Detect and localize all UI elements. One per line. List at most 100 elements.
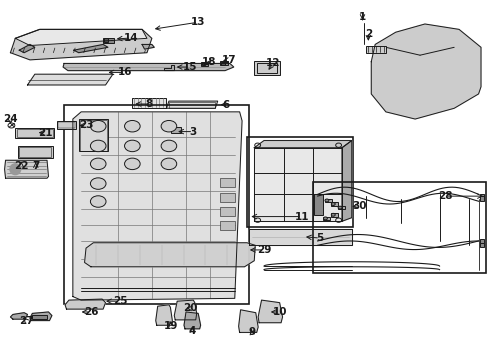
Polygon shape [74, 44, 108, 53]
Circle shape [161, 158, 176, 170]
Polygon shape [249, 229, 351, 244]
Circle shape [337, 206, 341, 209]
Text: 29: 29 [256, 245, 271, 255]
Text: 20: 20 [183, 303, 198, 314]
Polygon shape [254, 148, 341, 221]
Polygon shape [15, 30, 147, 45]
Circle shape [90, 178, 106, 189]
Bar [312, 182, 485, 273]
Polygon shape [258, 300, 282, 323]
Text: 2: 2 [364, 29, 371, 39]
Text: 12: 12 [265, 58, 280, 68]
Text: 5: 5 [316, 233, 323, 243]
Text: 26: 26 [83, 307, 98, 317]
Polygon shape [370, 24, 480, 119]
Polygon shape [84, 243, 255, 267]
Text: 15: 15 [182, 62, 197, 72]
Circle shape [90, 140, 106, 152]
Bar [323, 217, 330, 220]
Text: 3: 3 [189, 127, 197, 136]
Bar [15, 128, 54, 138]
Bar [168, 102, 215, 108]
Text: 8: 8 [145, 99, 153, 109]
Bar [257, 63, 276, 73]
Bar [220, 193, 234, 202]
Bar [330, 202, 337, 206]
Text: 16: 16 [118, 67, 132, 77]
Bar [366, 45, 385, 53]
Text: 27: 27 [19, 316, 33, 325]
Polygon shape [254, 140, 351, 148]
Circle shape [124, 121, 140, 132]
Text: 25: 25 [113, 296, 127, 306]
Polygon shape [156, 305, 172, 325]
Circle shape [330, 203, 334, 206]
Text: 13: 13 [190, 17, 205, 27]
Text: 14: 14 [124, 33, 139, 43]
Text: 17: 17 [221, 55, 236, 65]
Bar [103, 38, 114, 42]
Bar [254, 61, 279, 75]
Bar [246, 137, 352, 226]
Ellipse shape [10, 164, 20, 175]
Bar [220, 207, 234, 216]
Circle shape [90, 196, 106, 207]
Bar [479, 239, 484, 243]
Bar [171, 127, 181, 133]
Text: 10: 10 [272, 307, 286, 317]
Polygon shape [19, 44, 35, 53]
Bar [64, 105, 249, 304]
Bar [479, 197, 484, 201]
Bar [79, 119, 108, 151]
Bar [19, 147, 51, 157]
Bar [220, 221, 234, 230]
Text: 24: 24 [3, 114, 18, 124]
Text: 28: 28 [437, 191, 452, 201]
Circle shape [161, 121, 176, 132]
Bar [58, 122, 75, 128]
Polygon shape [27, 74, 113, 85]
Text: 22: 22 [14, 161, 28, 171]
Circle shape [90, 158, 106, 170]
Bar [32, 315, 47, 319]
Text: 6: 6 [222, 100, 229, 110]
Bar [479, 194, 484, 198]
Bar [57, 121, 76, 129]
Bar [325, 199, 331, 202]
Bar [220, 178, 234, 187]
Text: 30: 30 [351, 201, 366, 211]
Text: 1: 1 [358, 12, 366, 22]
Circle shape [325, 199, 328, 202]
Polygon shape [142, 44, 154, 49]
Circle shape [90, 121, 106, 132]
Text: 9: 9 [248, 327, 255, 337]
Bar [313, 194, 322, 215]
Polygon shape [4, 160, 48, 178]
Circle shape [124, 158, 140, 170]
Bar [337, 206, 344, 210]
Bar [200, 62, 208, 66]
Circle shape [161, 140, 176, 152]
Polygon shape [238, 310, 258, 332]
Bar [17, 129, 53, 136]
Polygon shape [183, 312, 200, 329]
Bar [104, 39, 108, 42]
Text: 7: 7 [32, 161, 40, 171]
Bar [479, 243, 484, 247]
Circle shape [323, 217, 327, 220]
Bar [18, 146, 53, 158]
Text: 21: 21 [38, 128, 53, 138]
Polygon shape [166, 101, 217, 108]
Polygon shape [174, 300, 196, 320]
Polygon shape [30, 312, 52, 320]
Text: 4: 4 [188, 326, 196, 336]
Bar [201, 62, 204, 65]
Polygon shape [10, 313, 27, 319]
Polygon shape [65, 299, 105, 309]
Bar [132, 98, 165, 108]
Bar [220, 61, 227, 65]
Text: 18: 18 [202, 57, 216, 67]
Polygon shape [73, 112, 242, 300]
Text: 19: 19 [164, 321, 178, 331]
Bar [221, 62, 224, 64]
